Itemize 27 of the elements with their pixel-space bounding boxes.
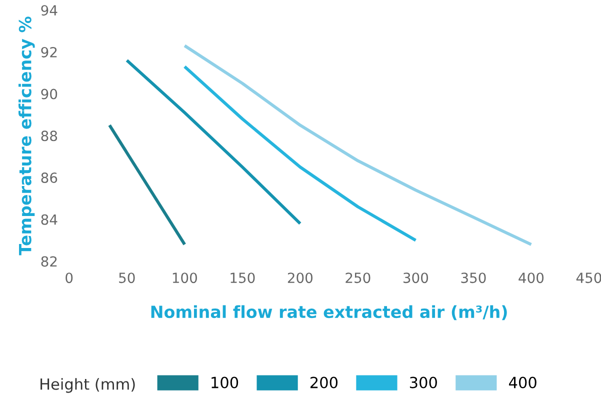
x-tick-label: 250: [346, 272, 370, 284]
x-tick-label: 450: [576, 272, 601, 284]
x-tick-label: 150: [230, 272, 255, 284]
y-axis-title: Temperature efficiency %: [18, 16, 35, 256]
y-tick-label: 88: [41, 130, 58, 142]
y-tick-label: 90: [41, 88, 58, 100]
legend-label: 100: [212, 376, 238, 388]
legend-label: 400: [509, 376, 536, 388]
y-tick-label: 92: [41, 46, 57, 58]
legend-label: 300: [410, 376, 437, 388]
x-tick-label: 200: [288, 272, 312, 284]
x-tick-label: 350: [461, 272, 486, 284]
y-tick-label: 84: [41, 214, 58, 225]
x-tick-label: 400: [518, 272, 544, 284]
legend-label: 200: [310, 376, 338, 388]
x-tick-label: 100: [172, 272, 197, 284]
line-series: [183, 44, 533, 246]
x-tick-label: 300: [403, 272, 428, 284]
x-tick-label: 0: [66, 272, 73, 284]
y-tick-label: 82: [41, 256, 57, 267]
legend-title: Height (mm): [40, 378, 135, 393]
x-tick-label: 50: [119, 272, 135, 284]
x-axis-title: Nominal flow rate extracted air (m³/h): [151, 305, 507, 320]
line-series: [183, 65, 418, 242]
line-series: [125, 58, 302, 226]
y-tick-label: 86: [41, 172, 58, 183]
y-tick-label: 94: [41, 5, 58, 16]
